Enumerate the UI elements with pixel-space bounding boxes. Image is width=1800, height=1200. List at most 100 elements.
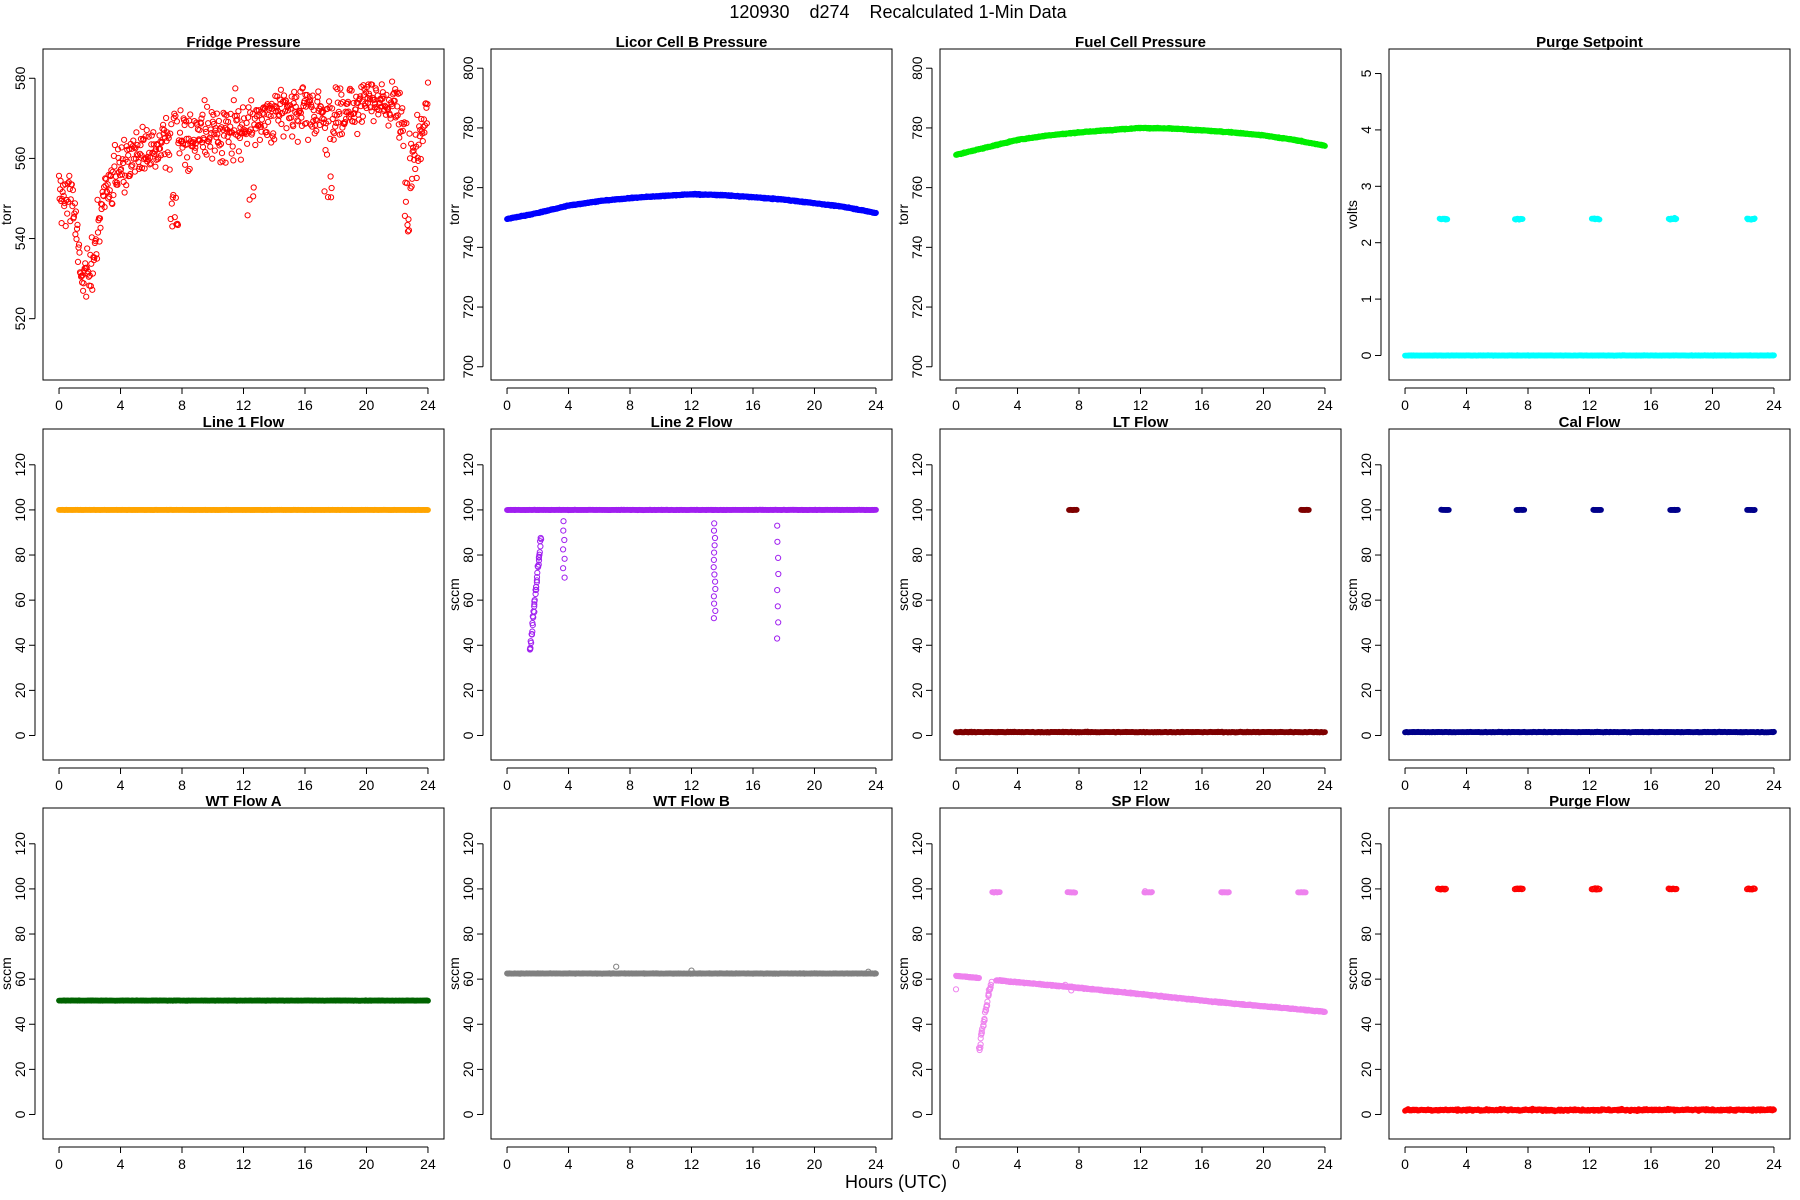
x-tick-label: 8 — [1075, 777, 1083, 793]
x-tick-label: 4 — [117, 777, 125, 793]
data-point — [168, 200, 175, 207]
data-point — [561, 574, 568, 581]
data-point — [111, 163, 118, 170]
data-point — [225, 138, 232, 146]
data-point — [774, 635, 781, 642]
data-point — [561, 555, 568, 562]
x-tick-label: 24 — [1766, 777, 1782, 793]
data-point — [109, 168, 116, 175]
data-point — [186, 165, 193, 173]
data-points — [953, 506, 1328, 736]
y-tick-label: 100 — [460, 498, 476, 522]
x-tick-label: 0 — [952, 397, 960, 413]
x-tick-label: 12 — [1133, 397, 1149, 413]
data-point — [372, 100, 379, 107]
data-point — [1322, 729, 1328, 735]
y-tick-label: 760 — [909, 176, 925, 200]
data-point — [267, 113, 274, 120]
x-tick-label: 20 — [1256, 777, 1272, 793]
x-tick-label: 24 — [420, 777, 436, 793]
y-tick-label: 100 — [909, 498, 925, 522]
data-point — [712, 585, 719, 593]
data-point — [283, 125, 290, 132]
data-point — [774, 522, 781, 529]
data-point — [376, 100, 383, 107]
data-points — [953, 124, 1328, 158]
y-tick-label: 100 — [12, 498, 28, 522]
panel-title: Cal Flow — [1559, 414, 1621, 431]
data-point — [327, 173, 334, 180]
data-point — [115, 154, 122, 162]
data-point — [710, 564, 717, 571]
data-point — [141, 165, 148, 172]
data-point — [326, 98, 333, 105]
x-tick-label: 12 — [1582, 397, 1598, 413]
data-point — [211, 147, 218, 154]
data-point — [389, 78, 396, 85]
data-point — [264, 131, 271, 139]
data-point — [233, 117, 240, 124]
data-point — [189, 139, 196, 147]
data-point — [246, 196, 253, 203]
data-point — [63, 196, 70, 204]
data-point — [293, 93, 300, 101]
x-tick-label: 24 — [868, 777, 884, 793]
data-point — [391, 89, 398, 96]
data-point — [313, 127, 320, 134]
data-point — [282, 97, 290, 105]
data-point — [90, 257, 98, 264]
x-tick-label: 20 — [807, 397, 823, 413]
y-tick-label: 0 — [12, 731, 28, 739]
data-point — [188, 122, 195, 129]
data-point — [309, 92, 316, 99]
data-point — [315, 88, 322, 95]
x-tick-label: 16 — [297, 777, 313, 793]
panel-title: Line 1 Flow — [203, 414, 285, 431]
data-point — [344, 98, 352, 105]
data-point — [182, 161, 189, 168]
data-point — [387, 115, 394, 122]
data-point — [774, 587, 781, 594]
data-point — [328, 194, 335, 201]
data-point — [287, 105, 294, 112]
data-point — [560, 527, 567, 534]
y-tick-label: 40 — [12, 637, 28, 653]
data-point — [409, 175, 416, 182]
y-tick-label: 780 — [909, 116, 925, 140]
data-point — [245, 104, 252, 111]
data-point — [408, 183, 415, 190]
data-point — [383, 91, 390, 98]
x-tick-label: 16 — [1194, 397, 1210, 413]
x-tick-label: 16 — [745, 777, 761, 793]
y-axis-label: torr — [0, 204, 14, 225]
data-point — [219, 158, 226, 165]
data-point — [289, 133, 296, 140]
data-point — [392, 86, 399, 93]
x-tick-label: 0 — [503, 777, 511, 793]
data-point — [243, 119, 250, 127]
data-point — [253, 107, 260, 114]
data-point — [203, 151, 210, 158]
x-tick-label: 20 — [1705, 777, 1721, 793]
data-point — [406, 155, 414, 162]
data-point — [105, 195, 112, 202]
data-point — [166, 166, 173, 173]
data-point — [161, 151, 168, 158]
data-point — [414, 154, 421, 161]
y-tick-label: 80 — [1358, 547, 1374, 563]
x-tick-label: 4 — [1014, 777, 1022, 793]
y-tick-label: 700 — [460, 355, 476, 379]
data-point — [160, 121, 167, 129]
data-point — [114, 146, 122, 153]
plot-frame — [1388, 428, 1791, 761]
data-point — [228, 128, 235, 135]
x-tick-label: 8 — [626, 397, 634, 413]
data-point — [711, 534, 719, 542]
data-point — [73, 225, 81, 232]
data-point — [191, 147, 198, 154]
data-point — [119, 156, 126, 163]
data-point — [231, 127, 238, 134]
data-point — [165, 132, 172, 139]
y-tick-label: 80 — [12, 547, 28, 563]
data-point — [173, 118, 180, 125]
